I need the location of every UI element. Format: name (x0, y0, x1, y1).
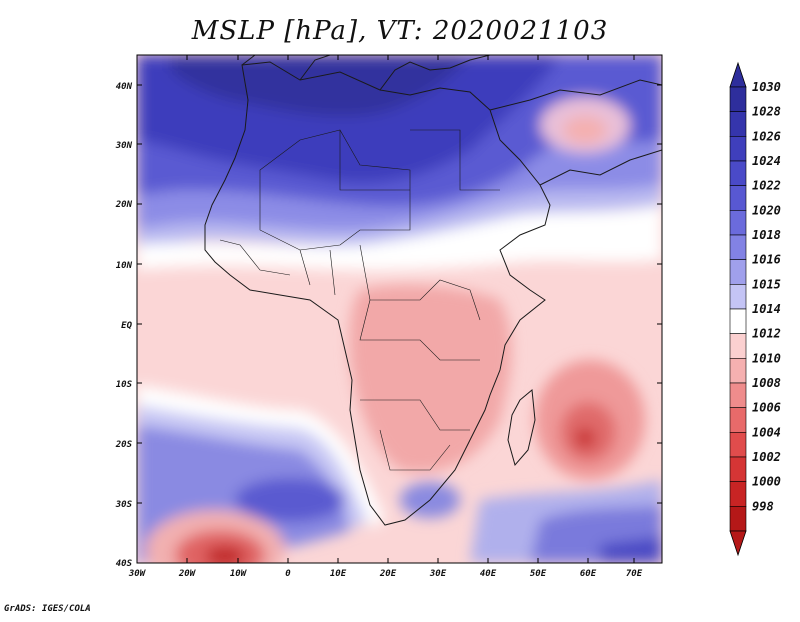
colorbar-label: 1026 (752, 129, 781, 143)
lat-label: EQ (121, 321, 132, 331)
colorbar-swatch (729, 432, 747, 458)
south-atlantic-high-core (235, 478, 345, 522)
colorbar-label: 1016 (752, 253, 781, 267)
middle-east-low (563, 116, 607, 144)
colorbar-swatch (729, 86, 747, 112)
colorbar-label: 1020 (752, 203, 781, 217)
colorbar-top-arrow (729, 61, 747, 88)
lon-label: 30W (128, 569, 147, 579)
colorbar-swatch (729, 382, 747, 408)
colorbar-label: 1022 (752, 179, 781, 193)
colorbar-swatch (729, 333, 747, 359)
colorbar-label: 1028 (752, 105, 781, 119)
lon-label: 60E (580, 569, 597, 579)
lon-label: 20W (178, 569, 197, 579)
longitude-ticks (186, 55, 635, 563)
map-title: MSLP [hPa], VT: 2020021103 (191, 16, 609, 46)
madagascar-coastline (507, 389, 536, 467)
colorbar-labels: 1030 1028 1026 1024 1022 1020 1018 1016 1015 1014… (752, 80, 781, 513)
colorbar-swatch (729, 481, 747, 507)
lon-label: 10E (330, 569, 347, 579)
plot-frame (136, 54, 663, 564)
colorbar-swatch (729, 506, 747, 532)
colorbar-swatch (729, 160, 747, 186)
grads-credit: GrADS: IGES/COLA (4, 604, 91, 614)
colorbar-swatch (729, 210, 747, 236)
indian-ocean-low-core (575, 428, 595, 448)
colorbar-swatch (729, 358, 747, 384)
lat-label: 10N (116, 261, 133, 271)
lon-label: 10W (230, 569, 248, 579)
lon-label: 70E (626, 569, 643, 579)
neutral-band-north (137, 205, 662, 271)
colorbar-label: 1015 (752, 277, 781, 291)
central-southern-borders (359, 244, 481, 471)
lon-label: 50E (530, 569, 547, 579)
country-borders (219, 129, 500, 471)
colorbar-swatch (729, 259, 747, 285)
colorbar-swatch (729, 111, 747, 137)
sahel-borders (259, 129, 411, 251)
lon-label: 0 (285, 569, 291, 579)
colorbar-label: 998 (752, 499, 774, 513)
neutral-band-south (137, 385, 385, 528)
colorbar-boxes (729, 86, 747, 532)
middle-east-coastline (489, 79, 662, 186)
colorbar-label: 1004 (752, 425, 781, 439)
colorbar-label: 1018 (752, 228, 781, 242)
coastlines (204, 55, 662, 526)
lon-label: 20E (379, 569, 397, 579)
colorbar: 1030 1028 1026 1024 1022 1020 1018 1016 1015 1014… (729, 61, 781, 557)
pressure-field (137, 55, 662, 563)
lat-label: 40S (116, 559, 133, 569)
colorbar-label: 1012 (752, 327, 781, 341)
latitude-ticks (137, 84, 662, 504)
west-africa-borders (219, 239, 336, 296)
colorbar-label: 1014 (752, 302, 781, 316)
colorbar-swatch (729, 456, 747, 482)
colorbar-swatch (729, 136, 747, 162)
colorbar-swatch (729, 284, 747, 310)
lon-label: 30E (429, 569, 447, 579)
colorbar-label: 1008 (752, 376, 781, 390)
continental-low (349, 284, 512, 473)
europe-coastline (241, 55, 491, 91)
colorbar-swatch (729, 407, 747, 433)
lat-label: 10S (116, 380, 133, 390)
colorbar-label: 1030 (752, 80, 781, 94)
colorbar-bottom-arrow (729, 530, 747, 557)
south-indian-high-core (600, 535, 662, 563)
colorbar-swatch (729, 308, 747, 334)
colorbar-swatch (729, 185, 747, 211)
colorbar-label: 1006 (752, 401, 781, 415)
lat-label: 30N (115, 141, 133, 151)
colorbar-label: 1010 (752, 351, 781, 365)
north-africa-borders (339, 129, 500, 191)
latitude-axis: 40N 30N 20N 10N EQ 10S 20S 30S 40S (115, 82, 133, 569)
lon-label: 40E (480, 569, 497, 579)
lat-label: 20S (115, 440, 133, 450)
lat-label: 40N (116, 82, 133, 92)
lat-label: 30S (115, 500, 133, 510)
lat-label: 20N (115, 200, 133, 210)
colorbar-label: 1002 (752, 450, 781, 464)
southwest-low-core (205, 546, 245, 563)
longitude-axis: 30W 20W 10W 0 10E 20E 30E 40E 50E 60E 70… (128, 569, 643, 579)
colorbar-label: 1000 (752, 475, 781, 489)
colorbar-label: 1024 (752, 154, 781, 168)
colorbar-swatch (729, 234, 747, 260)
